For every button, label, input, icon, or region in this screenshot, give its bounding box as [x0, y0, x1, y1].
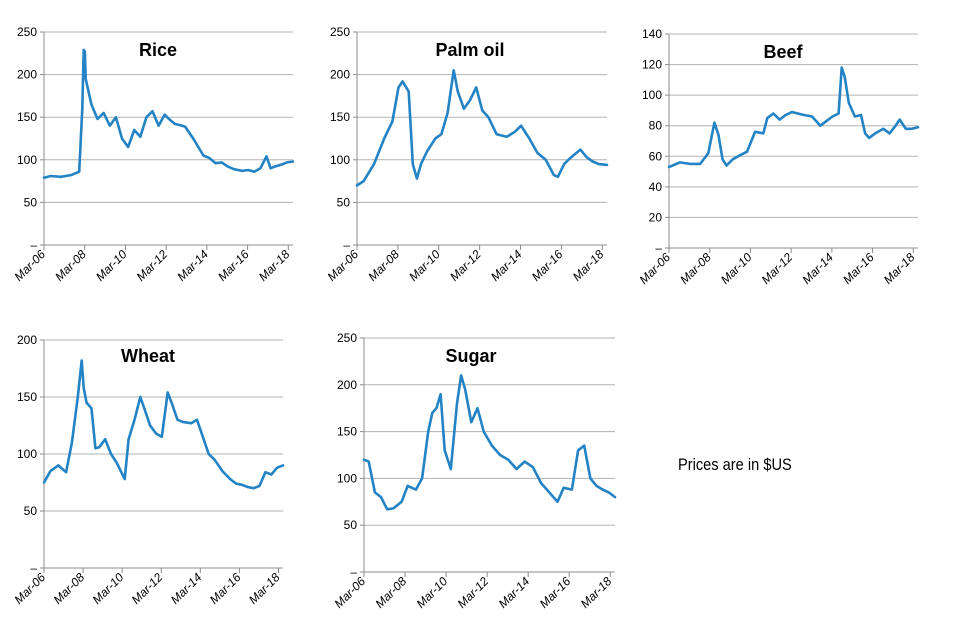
- y-tick-label: 200: [17, 333, 37, 347]
- y-tick-label: 200: [337, 378, 357, 392]
- y-tick-label: 20: [649, 210, 663, 224]
- x-tick-label: Mar-06: [331, 574, 368, 611]
- x-tick-label: Mar-14: [496, 574, 533, 611]
- y-tick-label: 150: [337, 425, 357, 439]
- x-tick-label: Mar-10: [90, 570, 127, 607]
- x-tick-label: Mar-08: [365, 247, 402, 284]
- y-tick-label: 150: [17, 390, 37, 404]
- series-line: [42, 48, 295, 179]
- x-tick-label: Mar-08: [373, 574, 410, 611]
- currency-note: Prices are in $US: [678, 455, 792, 474]
- y-tick-label: 150: [330, 110, 350, 124]
- y-tick-label: 250: [17, 25, 37, 39]
- x-tick-label: Mar-18: [881, 250, 918, 287]
- y-tick-label: 200: [330, 68, 350, 82]
- y-tick-label: 100: [642, 88, 662, 102]
- y-tick-label: 150: [17, 110, 37, 124]
- x-tick-label: Mar-18: [246, 570, 283, 607]
- x-tick-label: Mar-18: [578, 574, 615, 611]
- x-tick-label: Mar-16: [840, 250, 877, 287]
- chart-title: Palm oil: [435, 40, 504, 60]
- x-tick-label: Mar-16: [207, 570, 244, 607]
- y-tick-label: 200: [17, 68, 37, 82]
- y-tick-label: –: [343, 238, 350, 252]
- y-tick-label: 100: [17, 153, 37, 167]
- x-tick-label: Mar-06: [11, 570, 48, 607]
- y-tick-label: –: [350, 565, 357, 579]
- x-tick-label: Mar-06: [636, 250, 673, 287]
- x-tick-label: Mar-08: [51, 570, 88, 607]
- y-tick-label: 50: [344, 518, 358, 532]
- x-tick-label: Mar-14: [168, 570, 205, 607]
- chart-title: Rice: [139, 40, 177, 60]
- x-tick-label: Mar-16: [529, 247, 566, 284]
- chart-title: Beef: [763, 42, 803, 62]
- y-tick-label: 100: [330, 153, 350, 167]
- x-tick-label: Mar-06: [11, 247, 48, 284]
- series-line: [42, 359, 285, 490]
- x-tick-label: Mar-14: [174, 247, 211, 284]
- x-tick-label: Mar-10: [93, 247, 130, 284]
- x-tick-label: Mar-10: [718, 250, 755, 287]
- x-tick-label: Mar-08: [677, 250, 714, 287]
- series-line: [355, 69, 609, 187]
- y-tick-label: 100: [17, 447, 37, 461]
- x-tick-label: Mar-06: [324, 247, 361, 284]
- x-tick-label: Mar-12: [134, 247, 171, 284]
- y-tick-label: 50: [337, 195, 351, 209]
- x-tick-label: Mar-10: [414, 574, 451, 611]
- x-tick-label: Mar-14: [488, 247, 525, 284]
- x-tick-label: Mar-16: [537, 574, 574, 611]
- y-tick-label: –: [655, 241, 662, 255]
- x-tick-label: Mar-14: [799, 250, 836, 287]
- x-tick-label: Mar-12: [759, 250, 796, 287]
- y-tick-label: 80: [649, 119, 663, 133]
- x-tick-label: Mar-08: [52, 247, 89, 284]
- x-tick-label: Mar-12: [447, 247, 484, 284]
- y-tick-label: 50: [24, 504, 38, 518]
- y-tick-label: 50: [24, 195, 38, 209]
- y-tick-label: –: [30, 238, 37, 252]
- x-tick-label: Mar-12: [129, 570, 166, 607]
- y-tick-label: 140: [642, 27, 662, 41]
- y-tick-label: 250: [337, 331, 357, 345]
- y-tick-label: –: [30, 561, 37, 575]
- x-tick-label: Mar-18: [570, 247, 607, 284]
- y-tick-label: 250: [330, 25, 350, 39]
- chart-title: Wheat: [121, 346, 175, 366]
- chart-title: Sugar: [445, 346, 496, 366]
- y-tick-label: 60: [649, 149, 663, 163]
- series-line: [362, 374, 617, 511]
- series-line: [667, 66, 920, 169]
- y-tick-label: 40: [649, 180, 663, 194]
- x-tick-label: Mar-16: [215, 247, 252, 284]
- y-tick-label: 100: [337, 471, 357, 485]
- x-tick-label: Mar-18: [256, 247, 293, 284]
- x-tick-label: Mar-12: [455, 574, 492, 611]
- x-tick-label: Mar-10: [406, 247, 443, 284]
- y-tick-label: 120: [642, 58, 662, 72]
